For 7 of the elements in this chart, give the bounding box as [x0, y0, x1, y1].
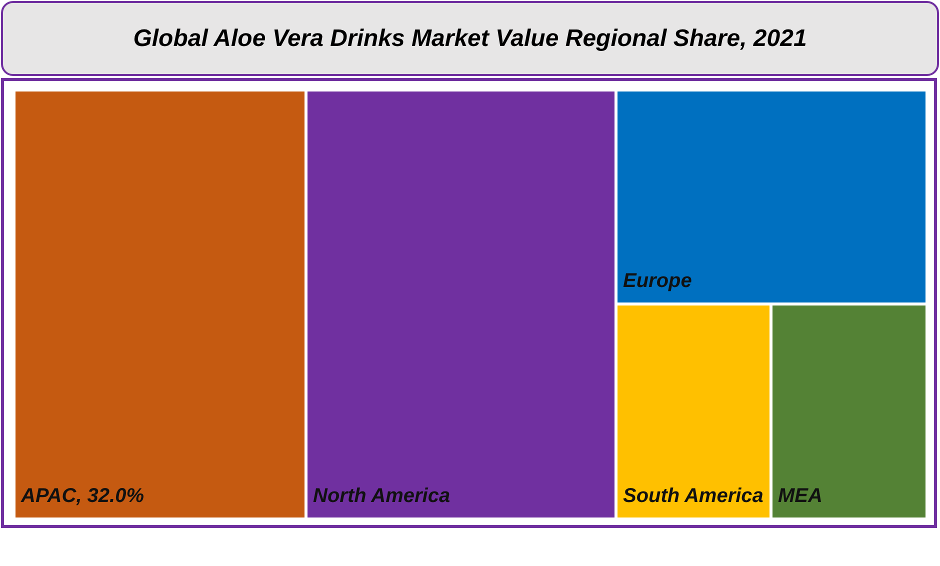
text: Global Aloe Vera Drinks Market Value Regional Share, 2021	[133, 24, 807, 52]
category-label: North America	[313, 485, 450, 507]
category-label: Europe	[623, 270, 692, 292]
category-label: MEA	[778, 485, 822, 507]
category-label: APAC	[20, 485, 77, 507]
category-label: South America	[623, 485, 764, 507]
data-label: , 32.0%	[75, 485, 144, 507]
